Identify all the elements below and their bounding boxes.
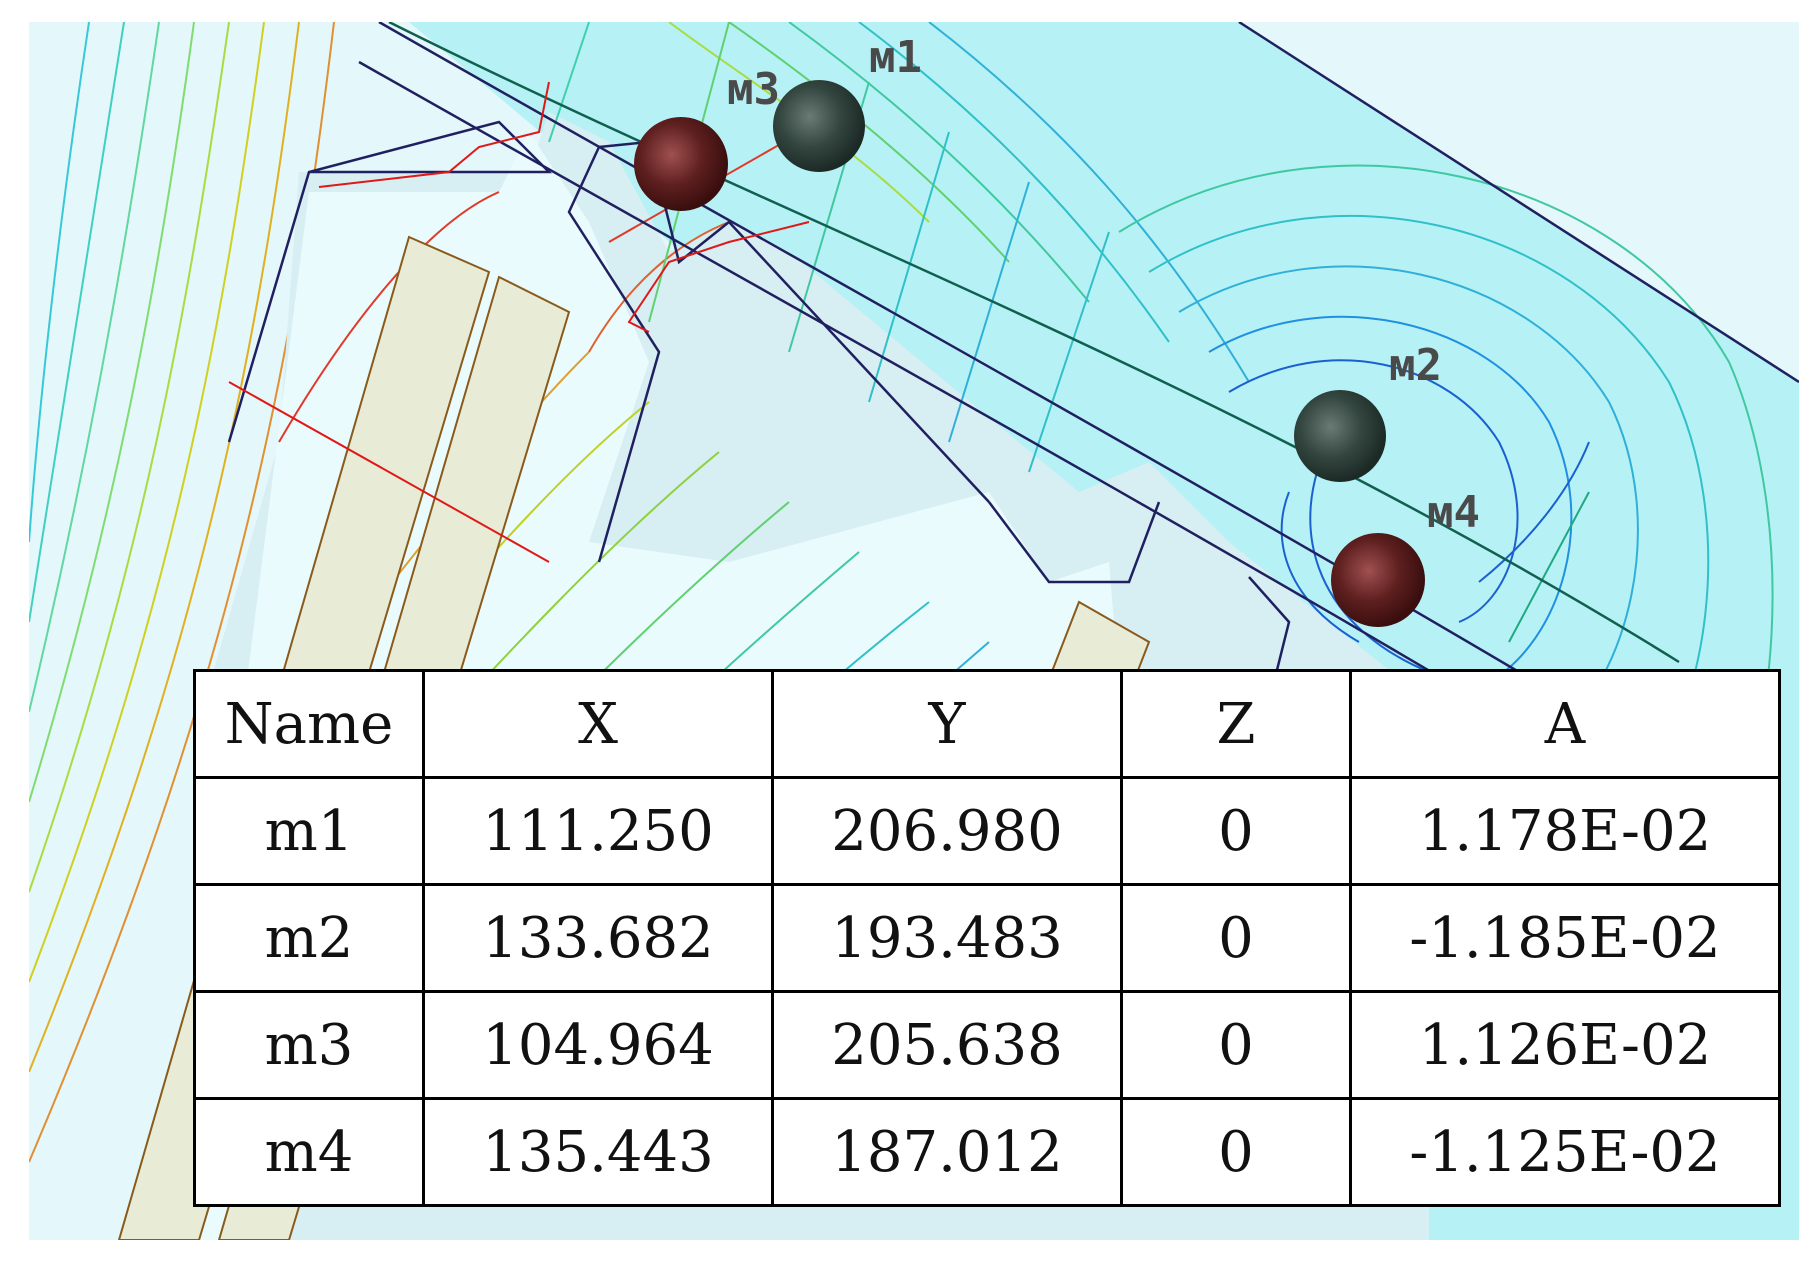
header-name: Name xyxy=(193,669,425,779)
cell-name: m4 xyxy=(193,1097,425,1207)
cell-y: 206.980 xyxy=(771,776,1123,886)
marker-label: м3 xyxy=(727,64,780,115)
marker-m1[interactable]: м1 xyxy=(773,32,922,172)
cell-name: m3 xyxy=(193,990,425,1100)
marker-m2[interactable]: м2 xyxy=(1294,340,1442,482)
cell-x: 111.250 xyxy=(422,776,774,886)
cell-z: 0 xyxy=(1120,1097,1352,1207)
marker-label: м2 xyxy=(1389,340,1442,391)
cell-a: -1.125E-02 xyxy=(1349,1097,1781,1207)
header-y: Y xyxy=(771,669,1123,779)
cell-a: 1.126E-02 xyxy=(1349,990,1781,1100)
cell-x: 135.443 xyxy=(422,1097,774,1207)
marker-label: м4 xyxy=(1427,487,1480,538)
cell-x: 104.964 xyxy=(422,990,774,1100)
red-lines xyxy=(228,81,810,563)
table-row: m2 133.682 193.483 0 -1.185E-02 xyxy=(193,883,1781,993)
cell-a: 1.178E-02 xyxy=(1349,776,1781,886)
cell-y: 205.638 xyxy=(771,990,1123,1100)
table-row: m3 104.964 205.638 0 1.126E-02 xyxy=(193,990,1781,1100)
cell-name: m1 xyxy=(193,776,425,886)
header-a: A xyxy=(1349,669,1781,779)
marker-m3[interactable]: м3 xyxy=(634,64,780,211)
cell-z: 0 xyxy=(1120,883,1352,993)
table-row: m1 111.250 206.980 0 1.178E-02 xyxy=(193,776,1781,886)
teal-line xyxy=(388,22,1680,664)
cell-x: 133.682 xyxy=(422,883,774,993)
cell-name: m2 xyxy=(193,883,425,993)
cell-y: 187.012 xyxy=(771,1097,1123,1207)
header-x: X xyxy=(422,669,774,779)
table-header-row: Name X Y Z A xyxy=(193,669,1781,779)
marker-m4[interactable]: м4 xyxy=(1331,487,1480,627)
table-row: m4 135.443 187.012 0 -1.125E-02 xyxy=(193,1097,1781,1207)
cell-a: -1.185E-02 xyxy=(1349,883,1781,993)
cell-y: 193.483 xyxy=(771,883,1123,993)
results-table: Name X Y Z A m1 111.250 206.980 0 1.178E… xyxy=(193,669,1781,1207)
cell-z: 0 xyxy=(1120,776,1352,886)
header-z: Z xyxy=(1120,669,1352,779)
cell-z: 0 xyxy=(1120,990,1352,1100)
marker-label: м1 xyxy=(869,32,922,83)
